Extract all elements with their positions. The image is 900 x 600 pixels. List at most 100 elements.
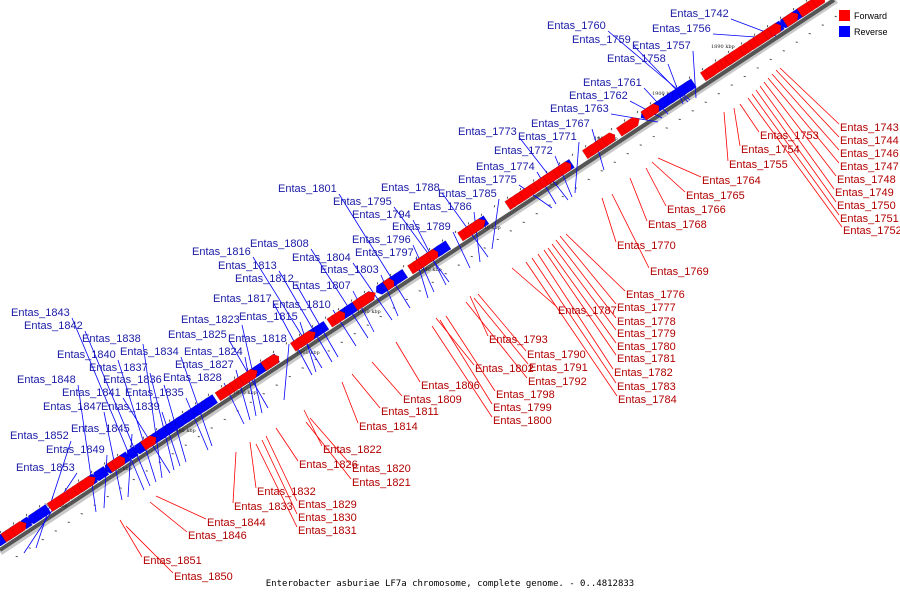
gene-label-entas-1772[interactable]: Entas_1772 [494,145,553,157]
gene-label-entas-1831[interactable]: Entas_1831 [298,525,357,537]
gene-label-entas-1850[interactable]: Entas_1850 [174,571,233,583]
gene-label-entas-1787[interactable]: Entas_1787 [558,305,617,317]
gene-label-entas-1788[interactable]: Entas_1788 [381,182,440,194]
gene-label-entas-1803[interactable]: Entas_1803 [320,264,379,276]
gene-label-entas-1748[interactable]: Entas_1748 [837,174,896,186]
gene-label-entas-1822[interactable]: Entas_1822 [323,444,382,456]
gene-label-entas-1837[interactable]: Entas_1837 [89,362,148,374]
gene-label-entas-1841[interactable]: Entas_1841 [62,387,121,399]
gene-label-entas-1821[interactable]: Entas_1821 [352,477,411,489]
gene-label-entas-1744[interactable]: Entas_1744 [840,135,899,147]
gene-label-entas-1747[interactable]: Entas_1747 [840,161,899,173]
gene-label-entas-1849[interactable]: Entas_1849 [46,444,105,456]
gene-label-entas-1783[interactable]: Entas_1783 [617,381,676,393]
gene-label-entas-1844[interactable]: Entas_1844 [207,517,266,529]
gene-label-entas-1802[interactable]: Entas_1802 [475,363,534,375]
gene-label-entas-1763[interactable]: Entas_1763 [550,103,609,115]
gene-label-entas-1774[interactable]: Entas_1774 [476,161,535,173]
gene-label-entas-1801[interactable]: Entas_1801 [278,183,337,195]
gene-label-entas-1816[interactable]: Entas_1816 [192,246,251,258]
gene-label-entas-1832[interactable]: Entas_1832 [257,486,316,498]
gene-label-entas-1753[interactable]: Entas_1753 [760,130,819,142]
gene-label-entas-1827[interactable]: Entas_1827 [175,359,234,371]
gene-label-entas-1792[interactable]: Entas_1792 [528,376,587,388]
gene-label-entas-1826[interactable]: Entas_1826 [299,459,358,471]
gene-label-entas-1818[interactable]: Entas_1818 [228,333,287,345]
gene-label-entas-1839[interactable]: Entas_1839 [101,401,160,413]
gene-label-entas-1781[interactable]: Entas_1781 [617,353,676,365]
gene-label-entas-1761[interactable]: Entas_1761 [583,77,642,89]
gene-label-entas-1751[interactable]: Entas_1751 [840,213,899,225]
gene-label-entas-1779[interactable]: Entas_1779 [617,328,676,340]
gene-label-entas-1767[interactable]: Entas_1767 [531,118,590,130]
gene-label-entas-1758[interactable]: Entas_1758 [607,53,666,65]
gene-label-entas-1845[interactable]: Entas_1845 [71,423,130,435]
gene-label-entas-1825[interactable]: Entas_1825 [168,329,227,341]
gene-label-entas-1843[interactable]: Entas_1843 [11,307,70,319]
gene-label-entas-1814[interactable]: Entas_1814 [359,421,418,433]
gene-label-entas-1796[interactable]: Entas_1796 [352,234,411,246]
gene-label-entas-1752[interactable]: Entas_1752 [843,225,900,237]
gene-label-entas-1768[interactable]: Entas_1768 [648,219,707,231]
gene-label-entas-1799[interactable]: Entas_1799 [493,402,552,414]
gene-label-entas-1829[interactable]: Entas_1829 [298,499,357,511]
gene-label-entas-1809[interactable]: Entas_1809 [403,394,462,406]
gene-label-entas-1784[interactable]: Entas_1784 [618,394,677,406]
gene-label-entas-1785[interactable]: Entas_1785 [438,188,497,200]
gene-label-entas-1800[interactable]: Entas_1800 [493,415,552,427]
gene-label-entas-1755[interactable]: Entas_1755 [729,159,788,171]
gene-label-entas-1786[interactable]: Entas_1786 [413,201,472,213]
gene-label-entas-1754[interactable]: Entas_1754 [741,144,800,156]
gene-label-entas-1807[interactable]: Entas_1807 [292,280,351,292]
gene-label-entas-1765[interactable]: Entas_1765 [686,190,745,202]
gene-label-entas-1833[interactable]: Entas_1833 [234,501,293,513]
gene-label-entas-1742[interactable]: Entas_1742 [670,8,729,20]
gene-label-entas-1778[interactable]: Entas_1778 [617,316,676,328]
gene-label-entas-1840[interactable]: Entas_1840 [57,349,116,361]
gene-label-entas-1777[interactable]: Entas_1777 [617,302,676,314]
gene-label-entas-1760[interactable]: Entas_1760 [547,20,606,32]
gene-label-entas-1838[interactable]: Entas_1838 [82,333,141,345]
gene-label-entas-1851[interactable]: Entas_1851 [143,555,202,567]
gene-label-entas-1750[interactable]: Entas_1750 [837,200,896,212]
gene-label-entas-1749[interactable]: Entas_1749 [835,187,894,199]
gene-label-entas-1782[interactable]: Entas_1782 [614,367,673,379]
gene-label-entas-1824[interactable]: Entas_1824 [184,346,243,358]
gene-label-entas-1852[interactable]: Entas_1852 [10,430,69,442]
gene-label-entas-1746[interactable]: Entas_1746 [840,148,899,160]
gene-label-entas-1812[interactable]: Entas_1812 [235,273,294,285]
gene-label-entas-1794[interactable]: Entas_1794 [352,209,411,221]
gene-label-entas-1823[interactable]: Entas_1823 [181,314,240,326]
gene-label-entas-1790[interactable]: Entas_1790 [527,349,586,361]
gene-label-entas-1757[interactable]: Entas_1757 [632,40,691,52]
gene-label-entas-1743[interactable]: Entas_1743 [840,122,899,134]
gene-label-entas-1810[interactable]: Entas_1810 [272,299,331,311]
gene-label-entas-1775[interactable]: Entas_1775 [458,174,517,186]
gene-label-entas-1813[interactable]: Entas_1813 [218,260,277,272]
gene-label-entas-1793[interactable]: Entas_1793 [489,334,548,346]
gene-label-entas-1842[interactable]: Entas_1842 [24,320,83,332]
gene-label-entas-1815[interactable]: Entas_1815 [239,311,298,323]
gene-label-entas-1811[interactable]: Entas_1811 [381,406,439,418]
gene-label-entas-1776[interactable]: Entas_1776 [626,289,685,301]
gene-label-entas-1804[interactable]: Entas_1804 [292,252,351,264]
gene-label-entas-1795[interactable]: Entas_1795 [333,196,392,208]
gene-label-entas-1771[interactable]: Entas_1771 [518,131,577,143]
gene-label-entas-1789[interactable]: Entas_1789 [392,221,451,233]
gene-label-entas-1791[interactable]: Entas_1791 [529,362,588,374]
gene-label-entas-1853[interactable]: Entas_1853 [16,462,75,474]
gene-label-entas-1780[interactable]: Entas_1780 [617,341,676,353]
gene-label-entas-1846[interactable]: Entas_1846 [188,530,247,542]
gene-label-entas-1797[interactable]: Entas_1797 [355,247,414,259]
gene-label-entas-1773[interactable]: Entas_1773 [458,126,517,138]
gene-label-entas-1769[interactable]: Entas_1769 [650,266,709,278]
gene-label-entas-1764[interactable]: Entas_1764 [702,175,761,187]
gene-label-entas-1835[interactable]: Entas_1835 [125,387,184,399]
gene-label-entas-1830[interactable]: Entas_1830 [298,512,357,524]
gene-label-entas-1847[interactable]: Entas_1847 [43,401,102,413]
gene-label-entas-1759[interactable]: Entas_1759 [572,34,631,46]
gene-label-entas-1756[interactable]: Entas_1756 [652,23,711,35]
gene-label-entas-1836[interactable]: Entas_1836 [103,374,162,386]
gene-label-entas-1762[interactable]: Entas_1762 [569,90,628,102]
gene-label-entas-1808[interactable]: Entas_1808 [250,238,309,250]
